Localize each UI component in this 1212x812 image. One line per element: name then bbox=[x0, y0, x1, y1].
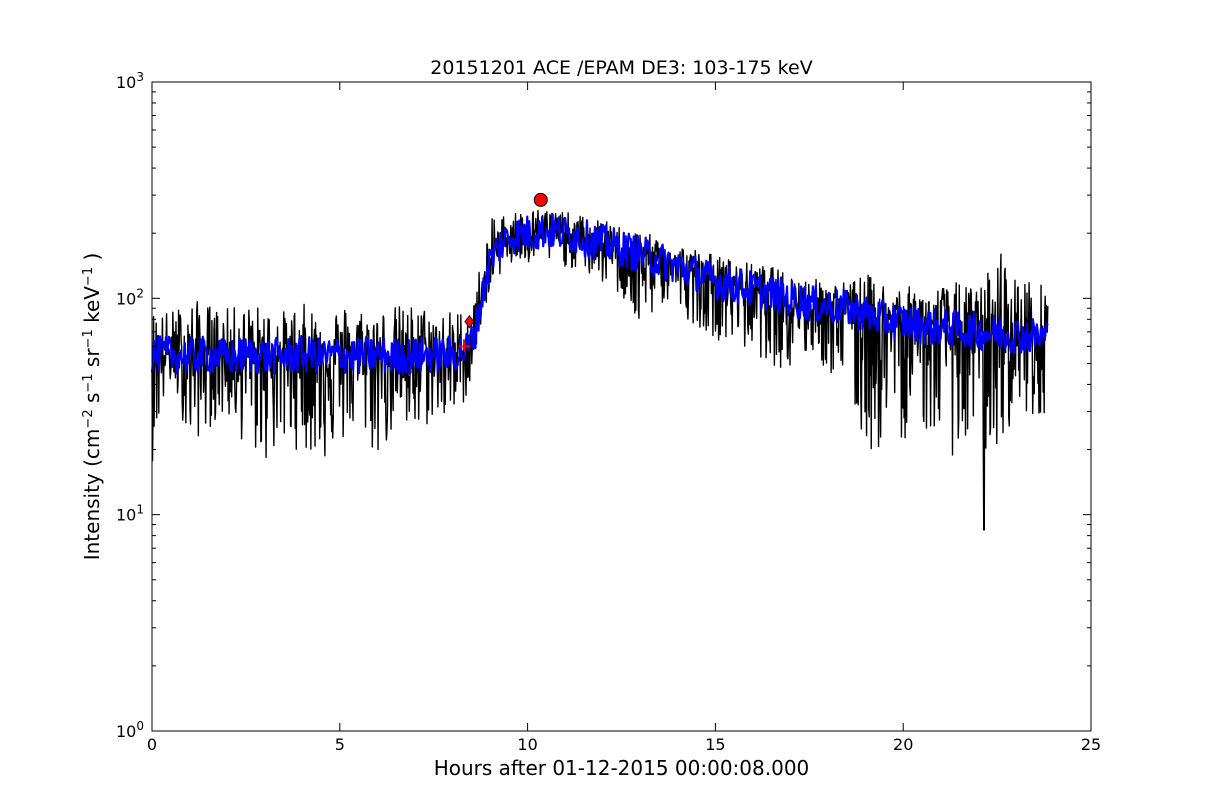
series-raw-intensity-line bbox=[151, 209, 1049, 531]
onset-diamond-marker bbox=[464, 315, 475, 329]
y-label-prefix: Intensity (cm bbox=[80, 429, 104, 561]
y-tick-label: 100 bbox=[116, 719, 144, 741]
y-label-exp1: −2 bbox=[81, 409, 96, 428]
x-tick-label: 0 bbox=[147, 735, 157, 754]
x-tick-label: 20 bbox=[893, 735, 913, 754]
peak-circle-marker bbox=[533, 192, 548, 207]
plot-frame bbox=[151, 81, 1092, 732]
chart-title: 20151201 ACE /EPAM DE3: 103-175 keV bbox=[430, 57, 812, 79]
y-axis-label: Intensity (cm−2 s−1 sr−1 keV−1 ) bbox=[80, 253, 104, 561]
series-smoothed-intensity-line bbox=[150, 212, 1049, 376]
onset-plus-marker bbox=[458, 340, 471, 353]
data-layer bbox=[150, 209, 1049, 531]
y-label-kev: keV bbox=[80, 286, 104, 330]
marker-layer bbox=[458, 192, 548, 353]
y-label-exp4: −1 bbox=[81, 267, 96, 286]
y-label-exp2: −1 bbox=[81, 373, 96, 392]
x-tick-label: 25 bbox=[1081, 735, 1101, 754]
x-axis-label: Hours after 01-12-2015 00:00:08.000 bbox=[434, 756, 810, 780]
y-tick-label: 102 bbox=[116, 286, 144, 308]
y-tick-label: 103 bbox=[116, 70, 144, 92]
x-tick-label: 5 bbox=[335, 735, 345, 754]
y-label-exp3: −1 bbox=[81, 329, 96, 348]
tick-layer: 0 5 10 15 20 25 100 101 102 103 bbox=[116, 70, 1101, 754]
y-label-suffix: ) bbox=[80, 253, 104, 267]
x-tick-label: 15 bbox=[705, 735, 725, 754]
y-label-sr: sr bbox=[80, 348, 104, 374]
y-label-s: s bbox=[80, 393, 104, 410]
y-tick-label: 101 bbox=[116, 503, 144, 525]
x-tick-label: 10 bbox=[517, 735, 537, 754]
